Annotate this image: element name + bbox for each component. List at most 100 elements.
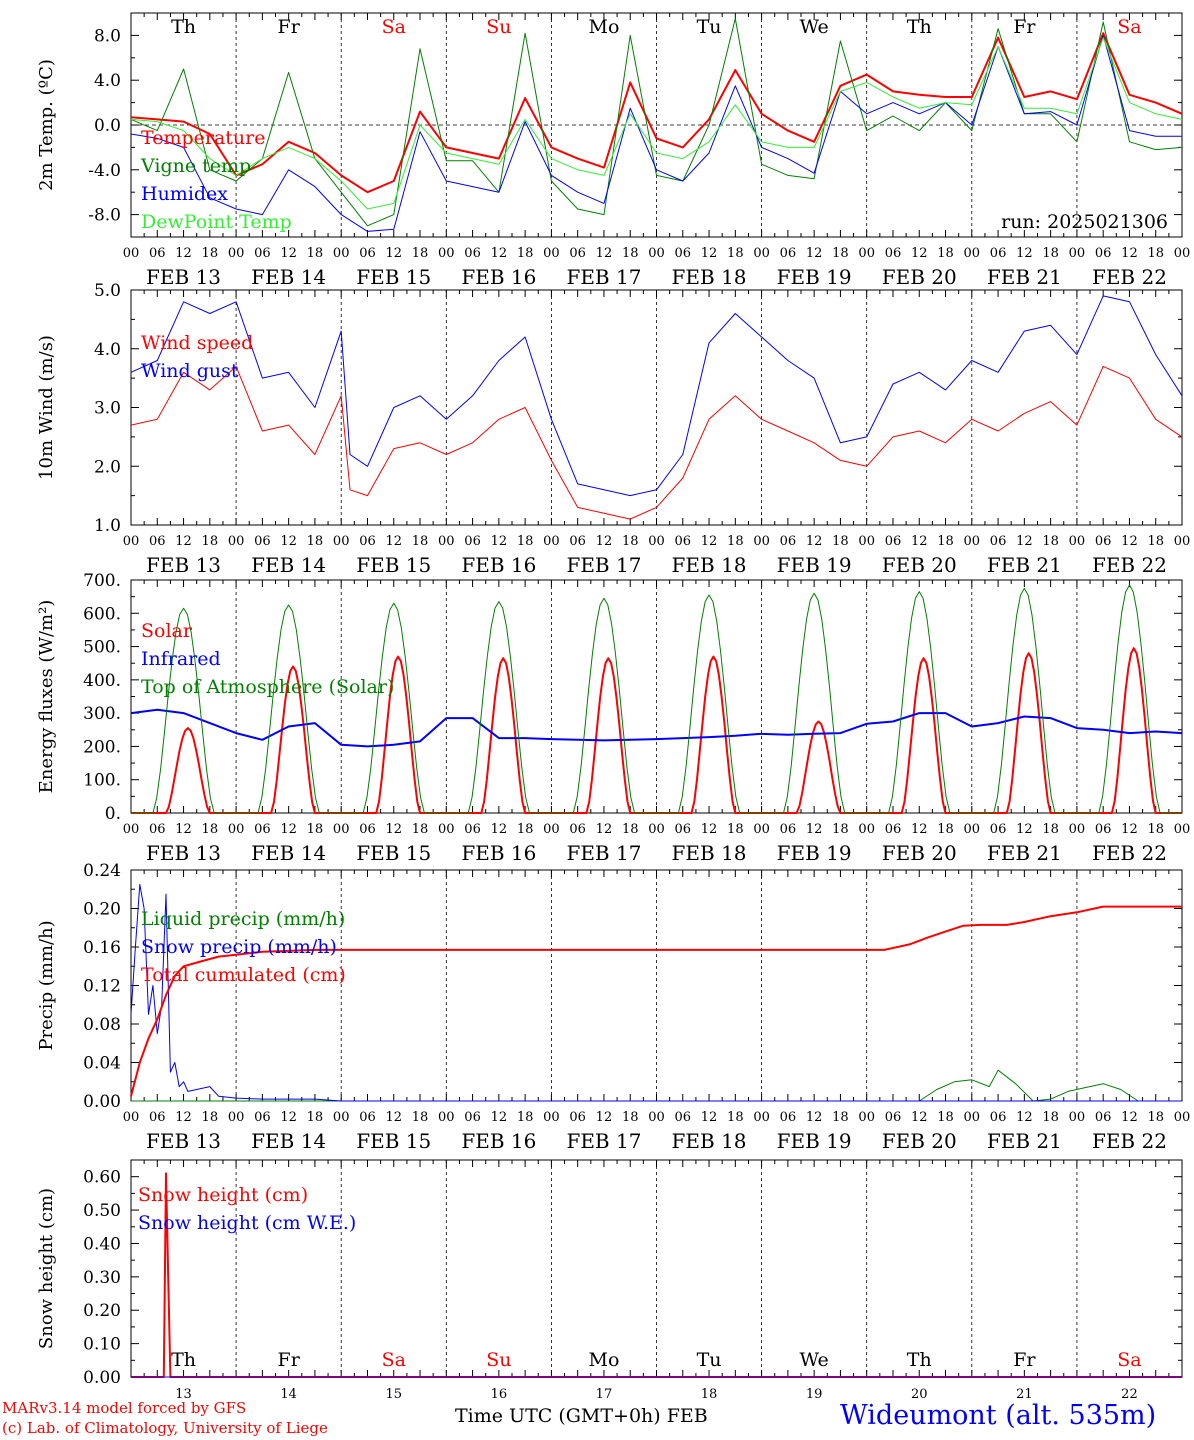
hour-tick-label: 06 (675, 822, 692, 837)
weekday-label: Su (486, 16, 511, 38)
hour-tick-label: 18 (937, 534, 954, 549)
hour-tick-label: 00 (753, 822, 770, 837)
y-tick-label: 500. (83, 638, 121, 658)
hour-tick-label: 18 (727, 1110, 744, 1125)
date-label: FEB 18 (672, 265, 747, 289)
hour-tick-label: 12 (491, 534, 508, 549)
y-tick-label: 0.00 (83, 1368, 121, 1388)
hour-tick-label: 18 (937, 822, 954, 837)
hour-tick-label: 18 (1147, 822, 1164, 837)
hour-tick-label: 00 (858, 822, 875, 837)
y-tick-label: 0.40 (83, 1234, 121, 1254)
hour-tick-label: 00 (964, 534, 981, 549)
hour-tick-label: 00 (1069, 822, 1086, 837)
hour-tick-label: 12 (385, 1110, 402, 1125)
y-tick-label: -8.0 (88, 206, 121, 226)
hour-tick-label: 12 (491, 1110, 508, 1125)
hour-tick-label: 12 (596, 534, 613, 549)
hour-tick-label: 06 (569, 534, 586, 549)
hour-tick-label: 06 (254, 246, 271, 261)
hour-tick-label: 12 (1016, 534, 1033, 549)
hour-tick-label: 18 (937, 1110, 954, 1125)
hour-tick-label: 00 (438, 246, 455, 261)
hour-tick-label: 00 (123, 246, 140, 261)
date-label: FEB 22 (1092, 553, 1167, 577)
y-axis-label: Precip (mm/h) (36, 920, 57, 1050)
hour-tick-label: 12 (911, 246, 928, 261)
y-tick-label: -4.0 (88, 161, 121, 181)
date-label: FEB 16 (461, 841, 536, 865)
hour-tick-label: 18 (517, 822, 534, 837)
date-label: FEB 22 (1092, 265, 1167, 289)
y-tick-label: 0.08 (83, 1015, 121, 1035)
weekday-label: Th (171, 1349, 196, 1371)
hour-tick-label: 12 (596, 822, 613, 837)
weekday-label: Fr (278, 1349, 301, 1371)
weekday-label: Fr (278, 16, 301, 38)
hour-tick-label: 06 (359, 246, 376, 261)
hour-tick-label: 00 (543, 1110, 560, 1125)
y-tick-label: 0.50 (83, 1201, 121, 1221)
hour-tick-label: 00 (648, 534, 665, 549)
station-title: Wideumont (alt. 535m) (840, 1400, 1157, 1431)
date-label: FEB 13 (146, 1129, 221, 1153)
hour-tick-label: 06 (1095, 822, 1112, 837)
hour-tick-label: 06 (780, 534, 797, 549)
legend-entry: Solar (141, 620, 193, 642)
hour-tick-label: 06 (675, 534, 692, 549)
hour-tick-label: 00 (123, 822, 140, 837)
y-tick-label: 600. (83, 604, 121, 624)
hour-tick-label: 00 (648, 246, 665, 261)
hour-tick-label: 12 (806, 246, 823, 261)
hour-tick-label: 12 (175, 246, 192, 261)
hour-tick-label: 18 (202, 534, 219, 549)
y-tick-label: 0.16 (83, 938, 121, 958)
date-label: FEB 21 (987, 841, 1062, 865)
hour-tick-label: 00 (123, 534, 140, 549)
hour-tick-label: 12 (911, 1110, 928, 1125)
hour-tick-label: 00 (1174, 822, 1191, 837)
y-tick-label: 5.0 (94, 281, 121, 301)
hour-tick-label: 12 (175, 1110, 192, 1125)
date-label: FEB 17 (566, 1129, 641, 1153)
model-credit: MARv3.14 model forced by GFS (2, 1399, 247, 1417)
hour-tick-label: 18 (412, 822, 429, 837)
date-label: FEB 17 (566, 265, 641, 289)
hour-tick-label: 12 (175, 534, 192, 549)
date-label: FEB 21 (987, 553, 1062, 577)
date-label: FEB 16 (461, 1129, 536, 1153)
hour-tick-label: 00 (1174, 1110, 1191, 1125)
y-tick-label: 0.60 (83, 1168, 121, 1188)
hour-tick-label: 06 (1095, 1110, 1112, 1125)
hour-tick-label: 06 (990, 1110, 1007, 1125)
hour-tick-label: 12 (1121, 534, 1138, 549)
hour-tick-label: 00 (123, 1110, 140, 1125)
date-label: FEB 15 (356, 1129, 431, 1153)
panel-4: 0.00 0.04 0.08 0.12 0.16 0.20 0.24 Precip (mm/h… (36, 861, 1190, 1153)
hour-tick-label: 18 (1147, 246, 1164, 261)
hour-tick-label: 00 (753, 534, 770, 549)
hour-tick-label: 00 (1069, 1110, 1086, 1125)
y-tick-label: 0.20 (83, 1301, 121, 1321)
hour-tick-label: 06 (675, 1110, 692, 1125)
legend-entry: Snow height (cm) (138, 1184, 308, 1206)
hour-tick-label: 12 (491, 246, 508, 261)
y-tick-label: 0.20 (83, 900, 121, 920)
hour-tick-label: 12 (1016, 1110, 1033, 1125)
hour-tick-label: 00 (543, 822, 560, 837)
day-number-label: 15 (385, 1387, 402, 1402)
hour-tick-label: 12 (491, 822, 508, 837)
hour-tick-label: 12 (385, 534, 402, 549)
y-tick-label: 0.04 (83, 1054, 121, 1074)
date-label: FEB 19 (777, 553, 852, 577)
legend-entry: Top of Atmosphere (Solar) (141, 676, 394, 698)
legend-entry: Humidex (141, 183, 228, 205)
legend-entry: Wind speed (141, 332, 253, 354)
hour-tick-label: 18 (622, 1110, 639, 1125)
day-number-label: 22 (1121, 1387, 1138, 1402)
hour-tick-label: 18 (202, 246, 219, 261)
hour-tick-label: 06 (990, 534, 1007, 549)
hour-tick-label: 00 (858, 534, 875, 549)
hour-tick-label: 06 (464, 822, 481, 837)
